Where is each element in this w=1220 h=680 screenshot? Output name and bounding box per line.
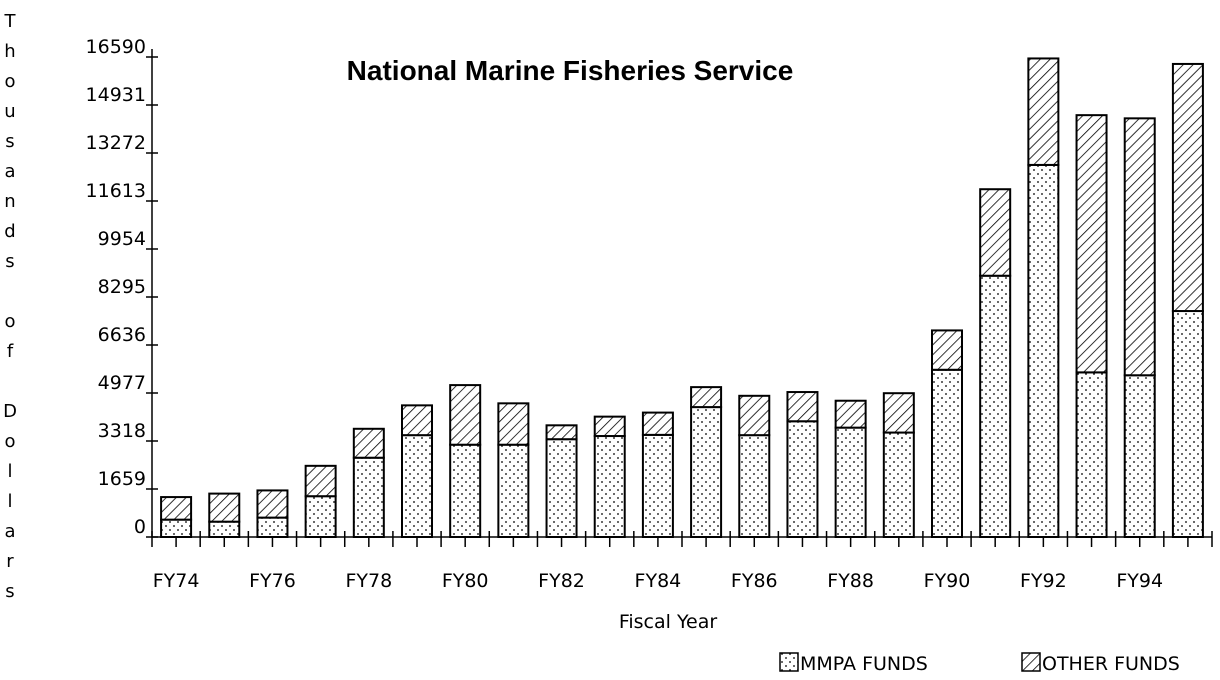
x-tick-label: FY90: [924, 570, 971, 592]
bar-segment-mmpa-fy80: [449, 443, 482, 538]
bar-segment-other-fy88: [834, 399, 867, 429]
bar-segment-mmpa-fy79: [401, 434, 433, 538]
bar-segment-mmpa-fy95: [1171, 310, 1204, 539]
bar-segment-mmpa-fy78: [352, 456, 385, 538]
legend-swatch-other: [1021, 652, 1041, 672]
bar-segment-mmpa-fy92: [1027, 163, 1060, 538]
y-tick-label: 0: [134, 516, 146, 538]
bar-segment-mmpa-fy93: [1075, 371, 1108, 538]
bar-segment-mmpa-fy85: [690, 406, 723, 538]
bar-segment-other-fy82: [545, 424, 578, 441]
bar-segment-mmpa-fy91: [979, 274, 1012, 538]
bar-segment-other-fy77: [304, 464, 337, 498]
bar-segment-other-fy84: [641, 411, 674, 436]
bar-segment-other-fy76: [256, 489, 289, 519]
bar-segment-mmpa-fy74: [160, 518, 193, 538]
y-tick-label: 9954: [98, 228, 146, 250]
bar-segment-mmpa-fy81: [497, 443, 530, 538]
bar-segment-other-fy95: [1171, 62, 1204, 313]
bar-segment-other-fy89: [882, 392, 915, 434]
bar-segment-mmpa-fy94: [1123, 374, 1156, 538]
bar-segment-mmpa-fy88: [834, 426, 867, 538]
x-tick-label: FY74: [153, 570, 200, 592]
x-axis-label: Fiscal Year: [619, 611, 718, 633]
bar-segment-other-fy80: [449, 384, 482, 446]
legend-swatch-mmpa: [779, 652, 799, 672]
y-tick-label: 3318: [98, 420, 146, 442]
bar-segment-other-fy93: [1075, 114, 1108, 374]
bar-segment-other-fy79: [401, 404, 433, 437]
y-tick-label: 4977: [98, 372, 146, 394]
bar-segment-mmpa-fy77: [304, 495, 337, 539]
x-tick-label: FY88: [827, 570, 874, 592]
y-tick-label: 6636: [98, 324, 146, 346]
bar-segment-other-fy91: [979, 188, 1012, 277]
bar-segment-other-fy81: [497, 402, 530, 446]
bar-segment-other-fy92: [1027, 57, 1060, 166]
x-tick-label: FY82: [538, 570, 585, 592]
bar-segment-other-fy87: [786, 391, 819, 423]
y-tick-label: 8295: [98, 276, 146, 298]
bar-segment-mmpa-fy82: [545, 438, 578, 538]
x-axis: FY74 FY76 FY78 FY80 FY82 FY84 FY86 FY88 FY90 FY92…: [151, 531, 1213, 592]
bar-segment-other-fy75: [208, 492, 241, 523]
y-tick-label: 1659: [98, 468, 146, 490]
bar-segment-other-fy78: [352, 427, 385, 459]
legend-label-other: OTHER FUNDS: [1042, 653, 1180, 675]
y-tick-label: 16590: [86, 36, 146, 58]
legend-label-mmpa: MMPA FUNDS: [800, 653, 928, 675]
x-tick-label: FY92: [1020, 570, 1067, 592]
bar-segment-other-fy86: [738, 394, 771, 437]
y-tick-label: 11613: [86, 180, 146, 202]
bar-segment-mmpa-fy87: [786, 420, 819, 539]
y-tick-label: 13272: [86, 132, 146, 154]
chart-title: National Marine Fisheries Service: [347, 55, 794, 86]
bar-segment-mmpa-fy90: [931, 368, 963, 538]
x-tick-label: FY76: [249, 570, 296, 592]
x-tick-label: FY84: [635, 570, 682, 592]
bar-segment-other-fy90: [931, 329, 963, 371]
bar-segment-other-fy85: [690, 386, 723, 409]
bar-segment-mmpa-fy83: [593, 435, 626, 538]
x-tick-label: FY86: [731, 570, 778, 592]
y-axis: 0 1659 3318 4977 6636 8295 9954 11613 13272 14931…: [86, 36, 158, 538]
bar-segment-mmpa-fy86: [738, 434, 771, 538]
x-tick-label: FY80: [442, 570, 489, 592]
x-tick-label: FY78: [345, 570, 392, 592]
bars: [160, 57, 1204, 539]
bar-segment-mmpa-fy89: [882, 431, 915, 539]
bar-segment-mmpa-fy75: [208, 520, 241, 539]
legend: MMPA FUNDS OTHER FUNDS: [779, 652, 1180, 675]
bar-segment-other-fy83: [593, 415, 626, 438]
bar-segment-other-fy94: [1123, 117, 1156, 377]
y-tick-label: 14931: [86, 84, 146, 106]
x-tick-label: FY94: [1116, 570, 1163, 592]
bar-segment-mmpa-fy84: [641, 433, 674, 538]
bar-segment-other-fy74: [160, 496, 193, 521]
bar-segment-mmpa-fy76: [256, 516, 289, 538]
